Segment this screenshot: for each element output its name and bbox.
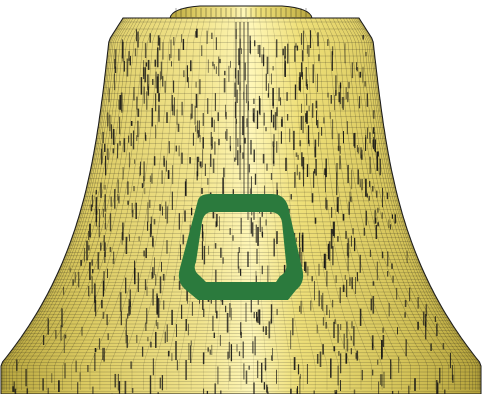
meridian-line <box>354 18 474 390</box>
meridian-line <box>339 18 443 390</box>
green-rectangular-marker <box>178 194 304 300</box>
meridian-line <box>131 18 188 390</box>
meridian-line <box>310 18 383 390</box>
meridian-line <box>110 18 177 390</box>
meridian-line <box>80 18 163 390</box>
meridian-line <box>356 18 477 390</box>
meridian-line <box>46 18 146 390</box>
meridian-line <box>336 18 436 390</box>
top-cap-wire <box>175 8 307 17</box>
meridian-line <box>54 18 150 390</box>
meridian-line <box>288 18 339 390</box>
meridian-line <box>319 18 402 390</box>
meridian-line <box>358 18 481 390</box>
meridian-line <box>352 18 470 390</box>
meridian-line <box>358 18 480 390</box>
top-cap <box>169 5 313 19</box>
meridian-line <box>166 18 205 390</box>
meridian-line <box>32 18 140 390</box>
meridian-line <box>277 18 316 390</box>
meridian-line <box>1 18 124 390</box>
meridian-line <box>348 18 461 390</box>
meridian-line <box>332 18 428 390</box>
meridian-line <box>357 18 479 390</box>
meridian-line <box>2 18 124 390</box>
meridian-line <box>143 18 194 390</box>
meridian-line <box>315 18 393 390</box>
meridian-line <box>154 18 199 390</box>
meridian-line <box>328 18 420 390</box>
wireframe-lines <box>1 18 481 394</box>
meridian-line <box>350 18 466 390</box>
meridian-line <box>39 18 143 390</box>
meridian-line <box>26 18 137 390</box>
meridian-line <box>8 18 128 390</box>
meridian-line <box>299 18 362 390</box>
meridian-line <box>3 18 125 390</box>
meridian-line <box>324 18 411 390</box>
meridian-line <box>12 18 130 390</box>
meridian-line <box>120 18 183 390</box>
meridian-line <box>5 18 126 390</box>
meridian-line <box>89 18 167 390</box>
